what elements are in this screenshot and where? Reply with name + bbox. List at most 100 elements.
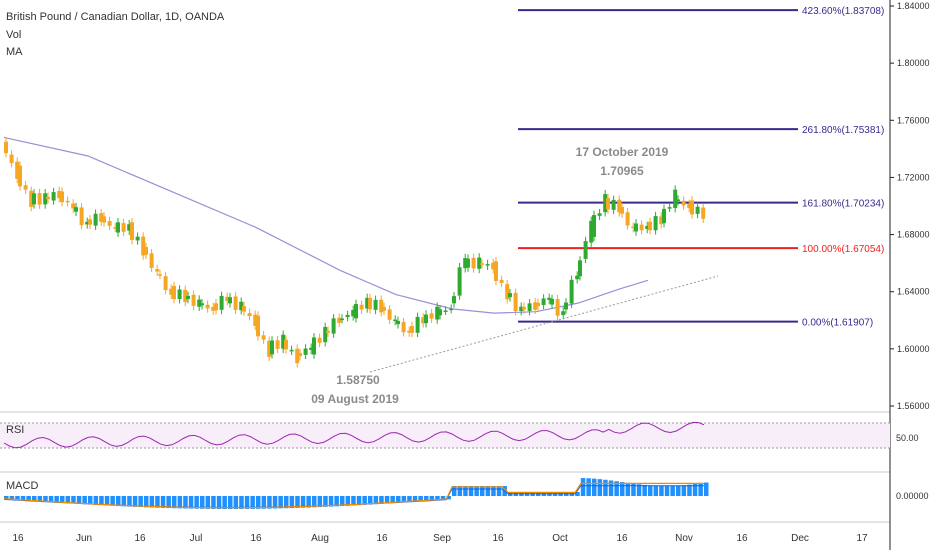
macd-histogram-bar [446,496,451,500]
candle-body [648,221,652,231]
macd-histogram-bar [625,482,631,496]
candle-body [480,263,484,265]
candle-body [15,161,20,179]
macd-histogram-bar [424,496,429,501]
x-tick-label: 17 [856,533,868,544]
macd-histogram-bar [603,479,608,496]
candle-body [695,206,700,214]
candle-body [4,141,8,154]
rsi-label: RSI [6,424,24,436]
candle-body [172,286,176,300]
macd-histogram-bar [480,486,485,496]
x-tick-label: Jul [190,533,203,544]
candle-body [485,264,490,266]
y-axis: 1.84000 1.80000 1.76000 1.72000 1.68000 1.640… [890,1,930,411]
candle-body [611,199,616,210]
macd-histogram-bar [183,496,188,509]
chart-title: British Pound / Canadian Dollar, 1D, OAN… [6,11,225,23]
macd-histogram-bar [614,481,619,496]
macd-histogram-bar [468,486,474,496]
candle-body [211,306,216,311]
fib-level-label: 100.00%(1.67054) [802,244,884,255]
macd-histogram-bar [379,496,384,504]
macd-histogram-bar [396,496,401,503]
x-tick-label: 16 [616,533,628,544]
macd-histogram-bar [653,485,659,496]
candle-body [639,224,644,231]
candle-body [387,309,392,320]
macd-histogram-bar [149,496,155,508]
candle-body [186,295,190,299]
candle-body [690,200,694,215]
candle-body [130,222,134,240]
candle-body [527,303,532,311]
candle-body [149,253,154,268]
candle-body [603,194,608,213]
macd-histogram-bar [401,496,407,503]
trend-line [369,275,719,373]
candle-body [365,297,370,309]
candle-body [410,326,414,333]
candle-body [253,314,258,326]
candle-body [429,313,434,319]
macd-histogram-bar [592,478,597,496]
macd-histogram-bar [261,496,267,509]
candle-body [401,322,406,333]
macd-histogram-bar [26,496,31,501]
candle-body [32,193,36,205]
candle-body [368,298,372,310]
candle-body [60,191,64,203]
y-tick-label: 1.80000 [897,58,930,68]
candle-body [667,207,672,209]
candle-body [261,335,266,340]
candle-body [351,309,356,317]
x-tick-label: 16 [492,533,504,544]
macd-histogram-bar [384,496,390,504]
macd-histogram-bar [670,485,675,496]
macd-histogram-bar [82,496,87,505]
macd-histogram-bar [88,496,93,505]
candle-body [634,223,638,232]
macd-histogram-bar [65,496,71,504]
macd-histogram-bar [659,485,664,496]
macd-histogram-bar [228,496,233,509]
candle-body [205,304,210,309]
candle-body [113,227,118,229]
fib-level-label: 261.80%(1.75381) [802,125,884,136]
candle-body [345,314,350,318]
candle-body [494,261,498,281]
macd-histogram-bar [278,496,283,509]
candle-body [645,225,650,229]
y-tick-label: 1.76000 [897,115,930,125]
macd-histogram-bar [474,486,479,496]
macd-histogram-bar [284,496,289,509]
candle-body [597,213,602,216]
candle-body [505,284,510,300]
candle-body [522,306,526,310]
macd-histogram-bar [71,496,76,504]
macd-histogram-bar [9,496,15,500]
candle-body [233,296,238,310]
candle-body [564,302,568,310]
candle-body [169,288,174,295]
macd-histogram-bar [60,496,65,503]
candle-body [659,216,664,225]
candle-body [93,213,98,226]
candle-body [547,297,552,300]
fib-level-label: 0.00%(1.61907) [802,318,873,329]
candle-body [541,298,546,305]
x-tick-label: 16 [250,533,262,544]
candle-body [191,294,196,306]
candle-body [337,317,342,323]
candle-body [158,274,162,276]
candle-body [354,303,358,319]
candle-body [102,216,106,223]
candle-body [43,193,48,205]
candle-body [23,185,28,190]
high-price-annotation: 1.70965 [600,164,644,178]
macd-histogram-bar [687,484,692,496]
macd-histogram-bar [222,496,227,509]
candle-body [393,319,398,322]
candle-body [578,260,582,277]
rsi-band [0,423,890,448]
